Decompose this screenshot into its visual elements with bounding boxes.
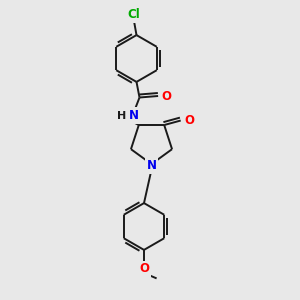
Text: O: O [139,262,149,275]
Text: Cl: Cl [128,8,140,22]
Text: N: N [128,109,139,122]
Text: O: O [184,114,194,127]
Text: O: O [161,89,172,103]
Text: N: N [146,159,157,172]
Text: H: H [117,110,126,121]
